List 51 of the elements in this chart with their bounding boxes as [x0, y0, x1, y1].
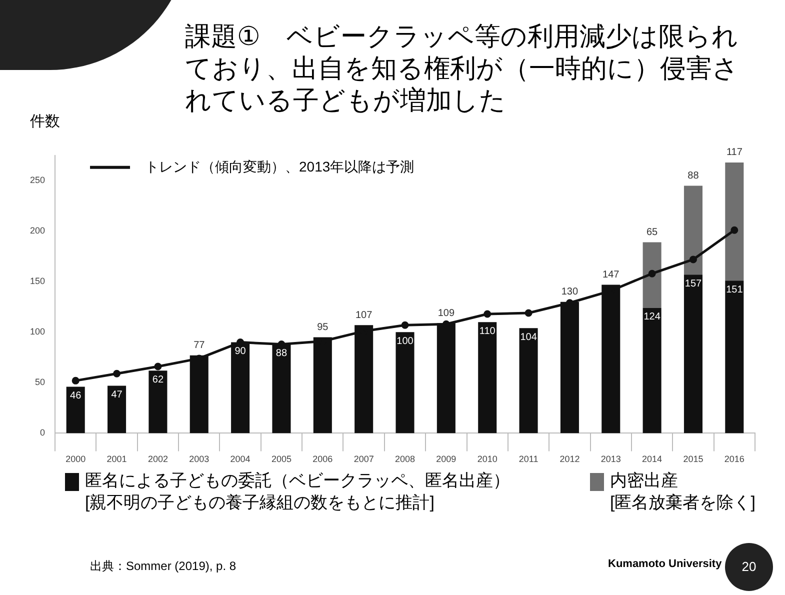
- data-label: 88: [276, 348, 288, 360]
- data-label: 65: [646, 227, 658, 238]
- x-tick-label: 2001: [106, 454, 127, 464]
- data-label: 47: [111, 389, 123, 400]
- y-axis-title: 件数: [30, 112, 60, 131]
- data-label: 147: [602, 269, 620, 280]
- data-label: 100: [396, 336, 414, 347]
- data-label: 117: [726, 147, 743, 158]
- x-tick-label: 2016: [724, 454, 744, 464]
- y-tick-label: 0: [40, 428, 46, 438]
- x-tick-label: 2014: [642, 454, 662, 464]
- y-tick-label: 50: [35, 377, 46, 388]
- data-label: 88: [688, 170, 700, 182]
- x-tick-label: 2009: [436, 454, 456, 464]
- data-label: 109: [438, 308, 455, 319]
- x-tick-label: 2006: [312, 454, 333, 464]
- legend-label: トレンド（傾向変動）、2013年以降は予測: [145, 158, 414, 174]
- data-label: 95: [317, 322, 329, 333]
- data-label: 90: [234, 346, 246, 358]
- legend-label: 匿名による子どもの委託（ベビークラッペ、匿名出産） [親不明の子どもの養子縁組の数をもとに推計]: [84, 470, 510, 514]
- y-tick-label: 100: [30, 326, 46, 337]
- data-label: 46: [70, 390, 82, 402]
- x-tick-label: 2011: [518, 454, 538, 464]
- x-tick-label: 2004: [230, 454, 250, 464]
- source-note: 出典：Sommer (2019), p. 8: [90, 558, 236, 575]
- legend-label: 内密出産 [匿名放棄者を除く]: [609, 470, 756, 514]
- data-label: 107: [355, 310, 373, 321]
- x-tick-label: 2000: [66, 454, 86, 464]
- y-tick-label: 150: [30, 276, 46, 286]
- data-label: 157: [684, 278, 702, 290]
- data-label: 104: [520, 332, 538, 343]
- x-tick-label: 2008: [394, 454, 416, 464]
- x-tick-label: 2015: [683, 454, 704, 464]
- x-tick-label: 2010: [477, 454, 498, 464]
- data-label: 62: [152, 374, 164, 386]
- x-tick-label: 2007: [354, 454, 374, 464]
- text: 20: [725, 543, 773, 591]
- x-tick-label: 2005: [271, 454, 292, 464]
- data-label: 110: [479, 326, 496, 337]
- y-tick-label: 200: [30, 226, 46, 236]
- data-label: 151: [726, 284, 744, 296]
- x-tick-label: 2013: [600, 454, 621, 464]
- chart-title: 課題① ベビークラッペ等の利用減少は限られており、出自を知る権利が（一時的に）侵害されている子どもが増加した: [185, 20, 740, 116]
- data-label: 77: [194, 340, 206, 352]
- data-label: 130: [561, 286, 578, 298]
- x-tick-label: 2002: [148, 454, 168, 464]
- x-tick-label: 2003: [189, 454, 210, 464]
- x-tick-label: 2012: [560, 454, 580, 464]
- data-label: 124: [644, 312, 661, 323]
- y-tick-label: 250: [30, 175, 46, 186]
- text: Kumamoto University: [608, 558, 722, 570]
